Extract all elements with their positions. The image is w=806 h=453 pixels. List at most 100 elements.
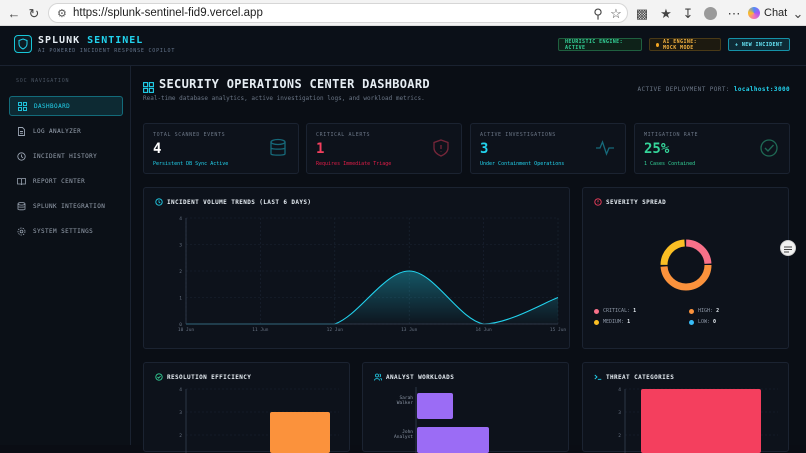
- x-tick-label: 10 Jun: [178, 327, 195, 333]
- kpi-card-active-investigations: ACTIVE INVESTIGATIONS 3 Under Containmen…: [470, 123, 626, 174]
- chat-button[interactable]: Chat: [748, 5, 788, 21]
- browser-toolbar: ← ↻ ⚙ https://splunk-sentinel-fid9.verce…: [0, 0, 806, 26]
- zoom-icon[interactable]: ⚲: [593, 5, 603, 21]
- sidebar-item-log-analyzer[interactable]: LOG ANALYZER: [9, 121, 123, 141]
- site-info-icon[interactable]: ⚙: [57, 8, 67, 20]
- address-bar[interactable]: ⚙ https://splunk-sentinel-fid9.vercel.ap…: [48, 3, 628, 23]
- legend-dot-icon: [594, 308, 599, 314]
- sidebar-item-label: DASHBOARD: [34, 102, 71, 110]
- kpi-subtext: Under Containment Operations: [480, 161, 565, 167]
- clock-icon: [155, 198, 163, 206]
- kpi-subtext: 1 Cases Contained: [644, 161, 696, 167]
- database-icon: [17, 201, 26, 211]
- resolution-bar: [270, 412, 330, 453]
- kpi-card-total-events: TOTAL SCANNED EVENTS 4 Persistent DB Syn…: [143, 123, 299, 174]
- more-options-icon[interactable]: ⋯: [727, 5, 741, 21]
- panel-title: ANALYST WORKLOADS: [374, 373, 454, 381]
- copilot-icon: [748, 7, 760, 19]
- legend-critical: CRITICAL: 1: [594, 308, 636, 314]
- gear-icon: [17, 227, 26, 236]
- chevron-down-icon[interactable]: ⌄: [792, 5, 804, 21]
- ai-engine-badge: AI ENGINE: MOCK MODE: [649, 38, 721, 51]
- check-circle-icon: [759, 138, 779, 158]
- new-incident-button[interactable]: + NEW INCIDENT: [728, 38, 790, 51]
- sidebar-item-splunk-integration[interactable]: SPLUNK INTEGRATION: [9, 196, 123, 216]
- kpi-label: CRITICAL ALERTS: [316, 132, 371, 138]
- x-tick-label: 15 Jun: [550, 327, 567, 333]
- terminal-icon: [594, 373, 602, 381]
- sidebar: SOC NAVIGATION DASHBOARD LOG ANALYZER IN…: [0, 66, 131, 445]
- url-text: https://splunk-sentinel-fid9.vercel.app: [73, 7, 263, 19]
- donut-slice-high: [660, 239, 712, 291]
- x-tick-label: 12 Jun: [327, 327, 344, 333]
- sidebar-item-label: LOG ANALYZER: [33, 127, 82, 135]
- legend-dot-icon: [594, 319, 599, 325]
- trend-area: [186, 271, 558, 324]
- sidebar-item-system-settings[interactable]: SYSTEM SETTINGS: [9, 221, 123, 241]
- sidebar-item-report-center[interactable]: REPORT CENTER: [9, 171, 123, 191]
- legend-medium: MEDIUM: 1: [594, 319, 630, 325]
- x-tick-label: 11 Jun: [252, 327, 269, 333]
- extensions-icon[interactable]: ▩: [635, 5, 649, 21]
- legend-dot-icon: [689, 319, 694, 325]
- workload-bar: [417, 427, 489, 453]
- grid-icon: [18, 101, 27, 111]
- resolution-efficiency-panel: RESOLUTION EFFICIENCY 2 3 4: [143, 362, 350, 453]
- app-header: SPLUNK SENTINEL AI POWERED INCIDENT RESP…: [0, 26, 806, 66]
- legend-dot-icon: [689, 308, 694, 314]
- downloads-icon[interactable]: ↧: [682, 5, 694, 21]
- y-tick-label: 2: [618, 433, 621, 439]
- sidebar-item-label: SYSTEM SETTINGS: [33, 227, 94, 235]
- workload-bar: [417, 393, 453, 419]
- incident-trend-chart: 0 1 2 3 4 10 Jun 11 Jun 12 Jun 13 Jun 14 Jun 15 Ju…: [178, 216, 567, 333]
- kpi-label: ACTIVE INVESTIGATIONS: [480, 132, 556, 138]
- kpi-card-critical-alerts: CRITICAL ALERTS 1 Requires Immediate Tri…: [306, 123, 462, 174]
- y-tick-label: 2: [179, 433, 182, 439]
- profile-avatar-icon[interactable]: [702, 5, 718, 21]
- analyst-name-label: Analyst: [394, 434, 413, 440]
- favorite-star-icon[interactable]: ☆: [610, 5, 622, 21]
- app-root: SPLUNK SENTINEL AI POWERED INCIDENT RESP…: [0, 26, 806, 453]
- sidebar-item-label: INCIDENT HISTORY: [33, 152, 98, 160]
- legend-low: LOW: 0: [689, 319, 716, 325]
- sidebar-item-label: SPLUNK INTEGRATION: [33, 202, 106, 210]
- y-tick-label: 0: [179, 322, 182, 328]
- sidebar-item-incident-history[interactable]: INCIDENT HISTORY: [9, 146, 123, 166]
- y-tick-label: 4: [179, 387, 182, 393]
- history-icon: [17, 151, 26, 161]
- reload-icon[interactable]: ↻: [28, 5, 40, 21]
- kpi-label: MITIGATION RATE: [644, 132, 699, 138]
- heuristic-engine-badge: HEURISTIC ENGINE: ACTIVE: [558, 38, 642, 51]
- alert-circle-icon: [594, 198, 602, 206]
- shield-logo-icon: [14, 35, 32, 53]
- shield-icon: [431, 138, 451, 158]
- analyst-name-label: Sarah: [399, 395, 413, 401]
- favorites-icon[interactable]: ★: [660, 5, 672, 21]
- resolution-chart: 2 3 4: [179, 387, 339, 453]
- back-icon[interactable]: ←: [7, 5, 21, 21]
- panel-title: THREAT CATEGORIES: [594, 373, 674, 381]
- analyst-workloads-panel: ANALYST WORKLOADS Sarah Walker John Analyst: [362, 362, 569, 453]
- sidebar-item-dashboard[interactable]: DASHBOARD: [9, 96, 123, 116]
- kpi-value: 25%: [644, 141, 670, 157]
- threat-categories-chart: 2 3 4: [618, 387, 778, 453]
- analyst-name-label: Walker: [397, 400, 414, 406]
- page-subtitle: Real-time database analytics, active inv…: [143, 95, 425, 102]
- database-icon: [268, 138, 288, 158]
- deployment-port: ACTIVE DEPLOYMENT PORT: localhost:3000: [637, 86, 790, 93]
- kpi-subtext: Persistent DB Sync Active: [153, 161, 229, 167]
- brand-title: SPLUNK SENTINEL: [38, 35, 144, 46]
- file-icon: [17, 126, 26, 136]
- threat-bar: [641, 389, 761, 453]
- y-tick-label: 3: [618, 410, 621, 416]
- kpi-subtext: Requires Immediate Triage: [316, 161, 392, 167]
- sidebar-toggle-icon[interactable]: [780, 240, 796, 256]
- x-tick-label: 14 Jun: [475, 327, 492, 333]
- y-tick-label: 3: [179, 243, 182, 249]
- users-icon: [374, 373, 383, 381]
- deployment-port-value: localhost:3000: [733, 86, 790, 93]
- panel-title: RESOLUTION EFFICIENCY: [155, 373, 251, 381]
- threat-categories-panel: THREAT CATEGORIES 2 3 4: [582, 362, 789, 453]
